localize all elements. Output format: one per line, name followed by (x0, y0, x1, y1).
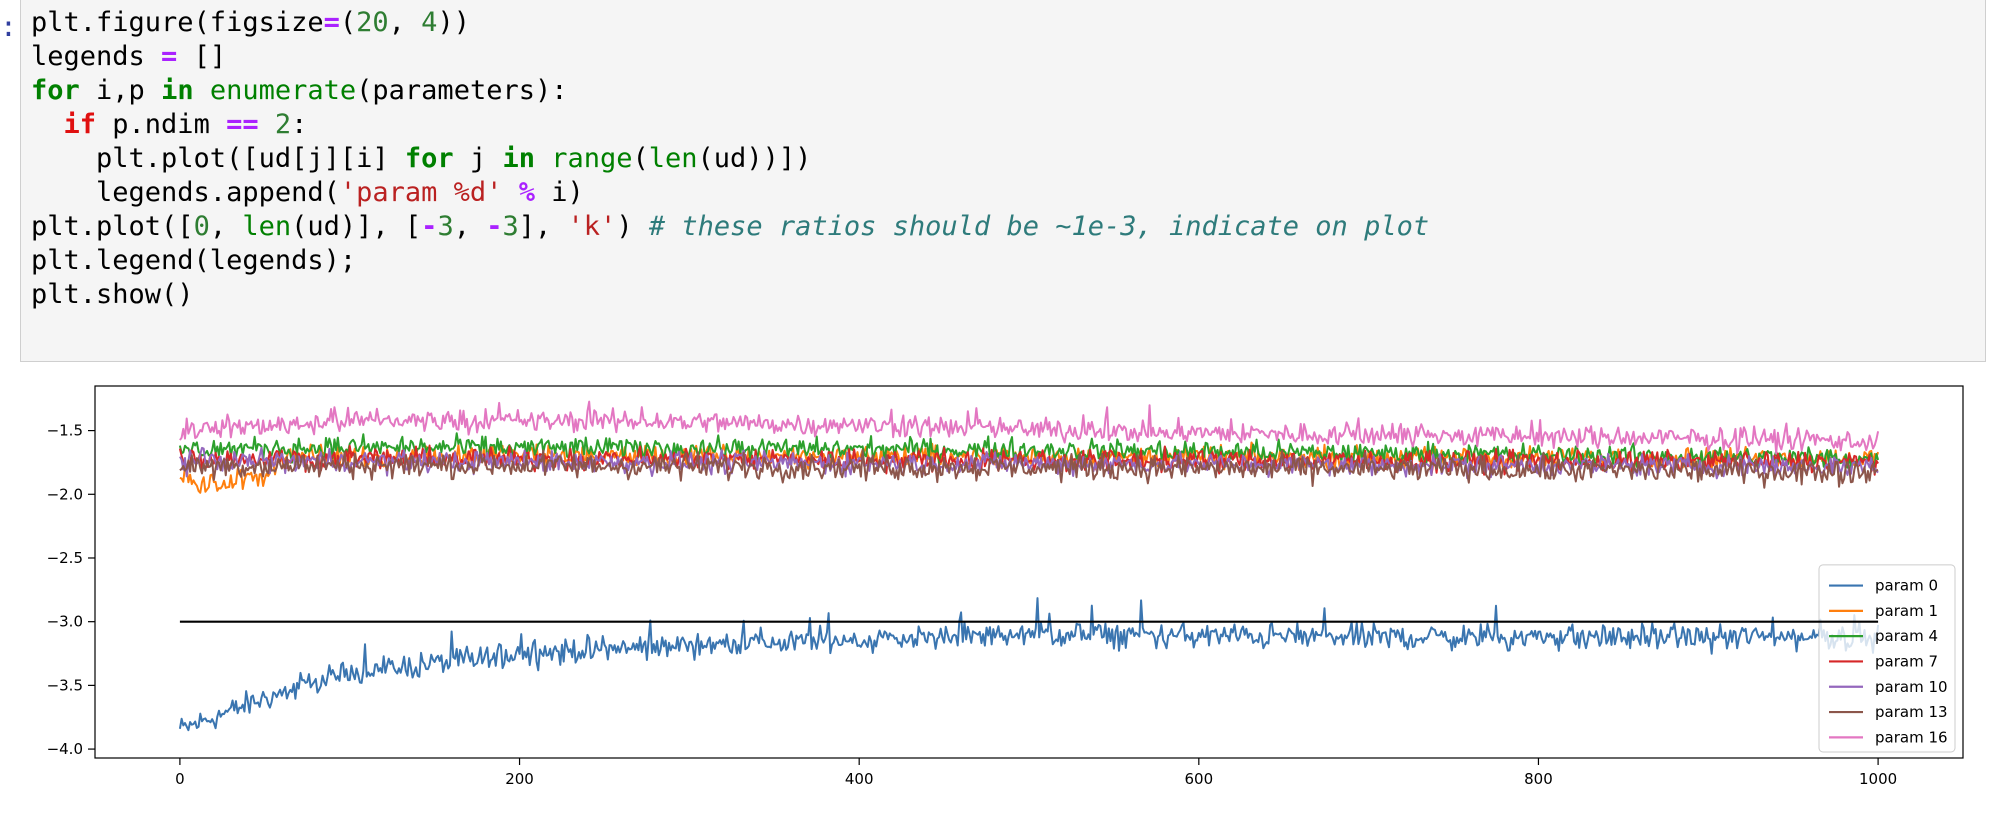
code-token (31, 109, 64, 140)
y-tick-label: −2.5 (47, 549, 83, 567)
legend-label: param 1 (1875, 602, 1938, 620)
code-token (502, 177, 518, 208)
code-token (535, 143, 551, 174)
code-token: for (31, 75, 80, 106)
series-line (179, 449, 1879, 489)
code-token: , (388, 7, 422, 38)
legend-label: param 7 (1875, 652, 1938, 670)
code-token: i) (534, 177, 584, 208)
cell-prompt: : (0, 10, 17, 43)
code-token: 'k' (567, 211, 617, 242)
code-token: plt.plot([ (31, 211, 194, 242)
x-tick-label: 600 (1184, 770, 1213, 788)
code-token: 'param %d' (339, 177, 503, 208)
code-token: ( (339, 7, 357, 38)
code-token: 3 (437, 211, 454, 242)
code-line: plt.plot([0, len(ud)], [-3, -3], 'k') # … (31, 210, 1429, 244)
code-line: for i,p in enumerate(parameters): (31, 74, 1429, 108)
legend-label: param 13 (1875, 703, 1948, 721)
x-tick-label: 400 (845, 770, 874, 788)
code-token: plt.legend(legends); (31, 245, 357, 276)
series-line (179, 400, 1880, 455)
code-token: ], (518, 211, 568, 242)
code-token: = (161, 41, 178, 72)
line-chart: 0 200 400 600 800 1000 −1.5 −2.0 −2.5 −3.0 −3.5 −4.… (47, 385, 1964, 788)
code-editor[interactable]: plt.figure(figsize=(20, 4)) legends = [] f… (31, 6, 1429, 312)
legend-label: param 4 (1875, 627, 1938, 645)
code-token: - (421, 211, 438, 242)
x-tick-label: 200 (505, 770, 534, 788)
code-token (259, 109, 275, 140)
output-area: 0 200 400 600 800 1000 −1.5 −2.0 −2.5 −3.0 −3.5 −4.… (0, 362, 1990, 814)
code-token: p.ndim (96, 109, 227, 140)
code-token: if (63, 109, 97, 140)
code-token: plt.plot([ud[j][i] (31, 143, 405, 174)
code-token: range (551, 143, 633, 174)
code-token: in (502, 143, 535, 174)
code-token: plt.figure(figsize (31, 7, 324, 38)
code-token: legends (31, 41, 162, 72)
code-token: (parameters): (356, 75, 568, 106)
code-token: j (453, 143, 503, 174)
code-line: plt.plot([ud[j][i] for j in range(len(ud… (31, 142, 1429, 176)
series-line (178, 432, 1880, 470)
code-line: legends.append('param %d' % i) (31, 176, 1429, 210)
series-line (178, 597, 1880, 732)
code-line: plt.legend(legends); (31, 244, 1429, 278)
legend-label: param 0 (1875, 577, 1938, 595)
y-tick-label: −3.5 (47, 676, 83, 694)
code-cell[interactable]: plt.figure(figsize=(20, 4)) legends = [] f… (20, 0, 1986, 362)
code-token: legends.append( (31, 177, 340, 208)
code-token: # these ratios should be ~1e-3, indicate… (648, 211, 1430, 242)
code-token: ( (632, 143, 649, 174)
code-token: , (453, 211, 487, 242)
code-token: i,p (79, 75, 162, 106)
legend-label: param 16 (1875, 728, 1948, 746)
code-line: if p.ndim == 2: (31, 108, 1429, 142)
legend: param 0 param 1 param 4 param 7 param 10 para… (1818, 564, 1956, 753)
code-line: plt.show() (31, 278, 1429, 312)
code-token: - (486, 211, 503, 242)
code-token: [] (177, 41, 227, 72)
code-token: 3 (502, 211, 519, 242)
x-tick-label: 0 (175, 770, 185, 788)
code-token: 20 (356, 7, 389, 38)
code-token: % (518, 177, 535, 208)
y-tick-label: −1.5 (47, 422, 83, 440)
code-token: ) (616, 211, 649, 242)
code-token: : (291, 109, 308, 140)
y-tick-label: −4.0 (47, 740, 83, 758)
code-token (194, 75, 210, 106)
code-token: == (226, 109, 259, 140)
code-token: = (323, 7, 340, 38)
y-tick-label: −3.0 (47, 613, 83, 631)
code-token: )) (437, 7, 470, 38)
code-line: legends = [] (31, 40, 1429, 74)
code-token: 0 (193, 211, 210, 242)
code-token: 4 (421, 7, 438, 38)
code-token: , (209, 211, 243, 242)
legend-label: param 10 (1875, 678, 1948, 696)
plot-area (94, 385, 1964, 759)
y-tick-label: −2.0 (47, 485, 83, 503)
code-token: len (242, 211, 292, 242)
code-token: in (161, 75, 194, 106)
code-token: plt.show() (31, 279, 194, 310)
x-tick-label: 800 (1524, 770, 1553, 788)
code-token: (ud))]) (697, 143, 812, 174)
code-token: (ud)], [ (291, 211, 422, 242)
code-token: enumerate (209, 75, 357, 106)
code-token: for (404, 143, 454, 174)
code-line: plt.figure(figsize=(20, 4)) (31, 6, 1429, 40)
code-token: 2 (274, 109, 292, 140)
code-token: len (648, 143, 698, 174)
x-tick-label: 1000 (1859, 770, 1897, 788)
